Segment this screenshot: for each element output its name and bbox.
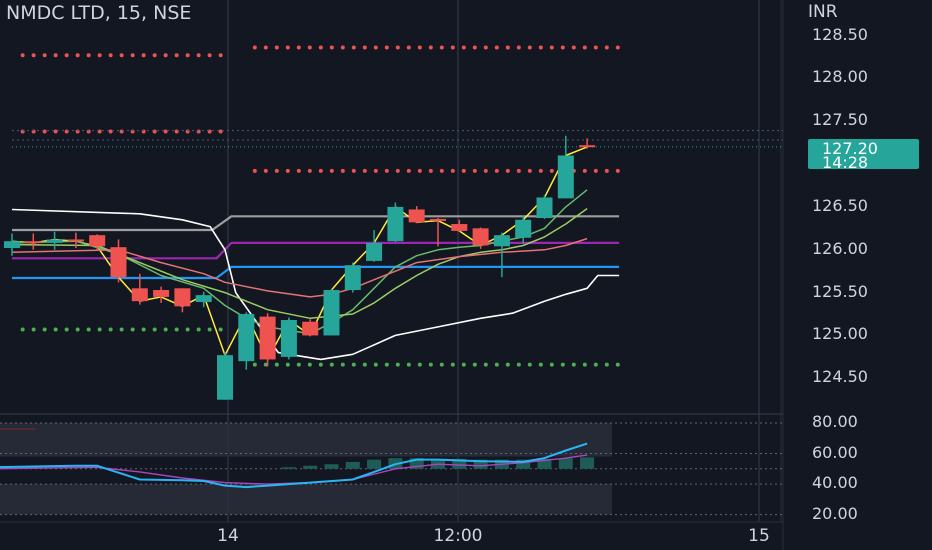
candle-body [302, 321, 319, 336]
oscillator-tick-label: 60.00 [812, 442, 858, 462]
symbol-name: NMDC LTD [6, 2, 105, 24]
currency-label[interactable]: INR [808, 2, 838, 22]
lightgreen-ma-line [11, 207, 588, 320]
time-tick-label: 15 [748, 526, 770, 546]
histogram-bar [324, 464, 339, 469]
candle-body [515, 219, 532, 238]
candle-body [89, 235, 106, 247]
candle-body [110, 247, 127, 278]
rsi-line [0, 442, 588, 489]
green-ma-line [11, 189, 588, 335]
price-tick-label: 126.00 [812, 238, 868, 258]
candle-body [536, 197, 553, 219]
candle-body [579, 145, 596, 148]
candle-body [387, 206, 404, 242]
candle-body [217, 355, 233, 400]
histogram-bar [473, 459, 488, 469]
candle-body [557, 155, 574, 199]
candle-body [472, 228, 489, 246]
price-tick-label: 128.00 [812, 67, 868, 87]
gray-step-line [12, 215, 620, 232]
histogram-bar [367, 459, 382, 469]
oscillator-tick-label: 40.00 [812, 473, 858, 493]
candle-body [323, 290, 340, 336]
interval: 15 [116, 2, 142, 24]
histogram-bar [281, 467, 296, 469]
oscillator-band [0, 423, 612, 457]
time-tick-label: 14 [217, 526, 239, 546]
histogram-bar [558, 458, 573, 469]
last-price-value: 127.20 [822, 139, 878, 158]
chart-title: NMDC LTD, 15, NSE [6, 2, 192, 24]
candle-body [46, 239, 63, 243]
histogram-bar [516, 459, 531, 469]
price-tick-label: 124.50 [812, 367, 868, 387]
histogram-bar [345, 461, 360, 469]
histogram-bar [580, 457, 595, 469]
candle-body [4, 241, 20, 249]
rsi-signal-line [0, 454, 588, 485]
candle-body [195, 295, 212, 303]
candle-body [131, 288, 148, 302]
price-tick-label: 126.50 [812, 195, 868, 215]
histogram-bar [452, 458, 467, 469]
candle-body [408, 209, 425, 223]
time-tick-label: 12:00 [433, 526, 483, 546]
histogram-bar [409, 458, 424, 469]
blue-step-line [12, 265, 620, 280]
candle-body [25, 241, 42, 244]
candle-body [238, 314, 255, 362]
candle-body [451, 224, 468, 231]
candle-body [430, 218, 446, 221]
white-upper-line [11, 208, 620, 361]
candle-body [153, 290, 170, 297]
histogram-bar [537, 458, 552, 469]
price-tick-label: 127.50 [812, 110, 868, 130]
candle-body [366, 242, 383, 261]
candle-body [493, 235, 510, 247]
candle-body [259, 316, 276, 360]
price-tick-label: 125.50 [812, 281, 868, 301]
last-price-tag: 127.20 14:28 [808, 139, 919, 172]
candle-body [280, 320, 297, 357]
price-tick-label: 128.50 [812, 24, 868, 44]
candle-body [67, 239, 84, 242]
yellow-close-line [11, 146, 588, 361]
oscillator-tick-label: 80.00 [812, 412, 858, 431]
histogram-bar [303, 465, 318, 469]
oscillator-tick-label: 20.00 [812, 503, 858, 523]
candle-body [174, 288, 191, 307]
exchange: NSE [153, 2, 192, 24]
candle-body [344, 265, 361, 291]
price-tick-label: 125.00 [812, 324, 868, 344]
oscillator-band [0, 484, 612, 515]
bar-countdown: 14:28 [822, 153, 869, 172]
